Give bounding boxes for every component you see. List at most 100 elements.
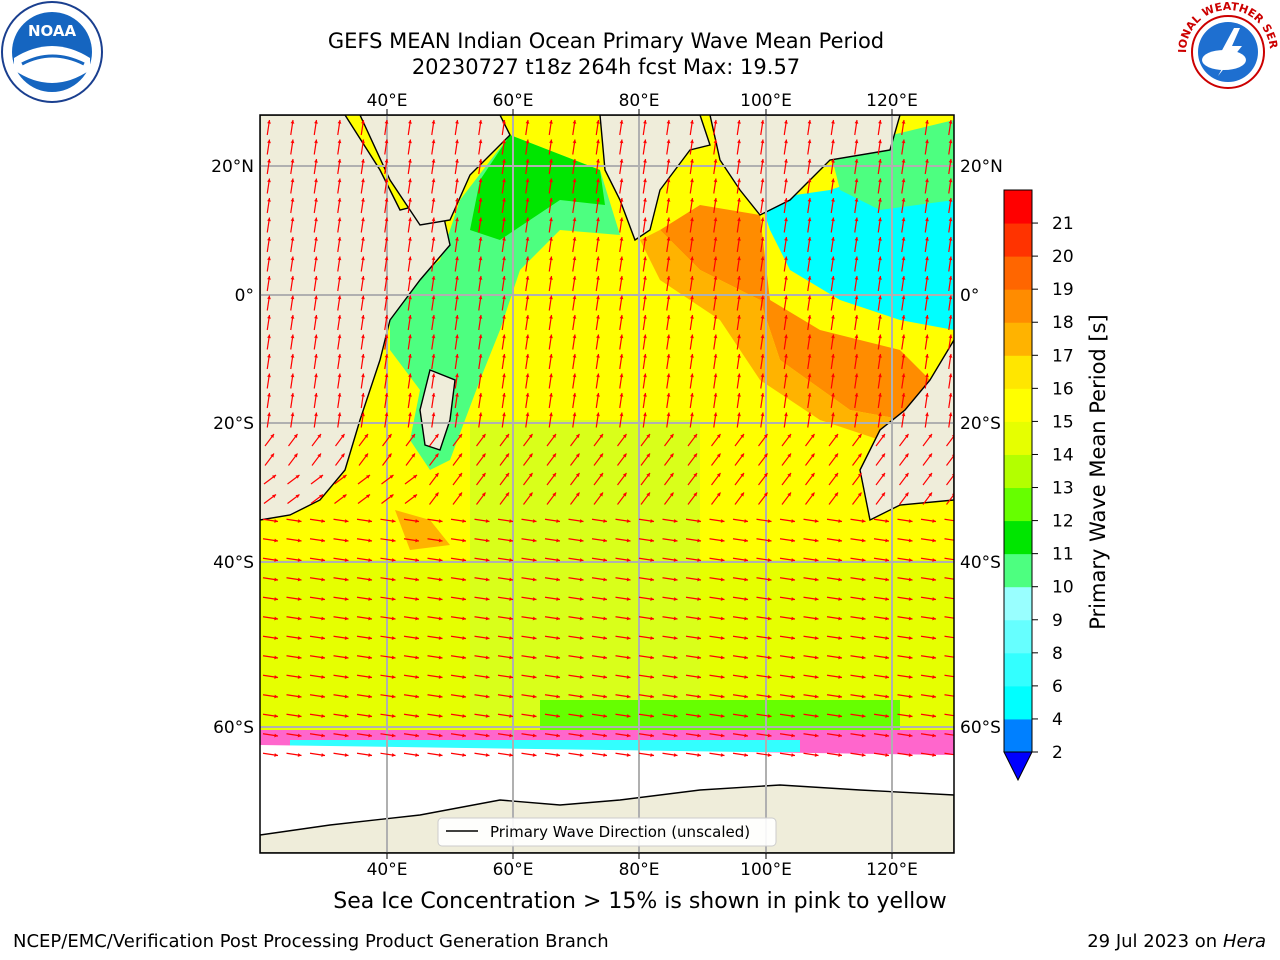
wave-arrow-head (478, 217, 483, 222)
wave-arrow-head (760, 139, 765, 144)
wave-arrow-head (956, 597, 960, 601)
wave-arrow-head (509, 616, 513, 621)
wave-arrow-head (549, 354, 553, 358)
wave-arrow-head (744, 733, 748, 738)
wave-arrow-head (462, 519, 466, 523)
wave-arrow-head (861, 519, 866, 523)
wave-arrow-head (854, 295, 859, 300)
wave-arrow-head (505, 434, 509, 438)
wave-arrow-head (925, 120, 929, 124)
wave-arrow-head (908, 714, 913, 718)
wave-arrow (944, 557, 954, 561)
wave-arrow-head (784, 178, 788, 183)
colorbar-tick-label: 14 (1052, 445, 1074, 465)
wave-arrow-head (948, 334, 953, 339)
wave-arrow-head (314, 256, 318, 261)
wave-arrow-head (274, 616, 278, 621)
wave-arrow-head (579, 675, 584, 679)
wave-arrow-head (831, 315, 835, 319)
wave-arrow-head (904, 453, 909, 458)
wave-arrow-head (713, 412, 718, 417)
wave-arrow-head (956, 539, 960, 543)
wave-arrow-head (693, 492, 697, 497)
wave-arrow-head (673, 753, 678, 757)
wave-arrow-head (274, 753, 278, 757)
wave-arrow-head (885, 753, 889, 757)
wave-arrow-head (579, 733, 584, 738)
wave-arrow-head (462, 694, 466, 699)
wave-arrow-head (932, 753, 936, 757)
lon-label: 40°E (367, 91, 408, 111)
wave-arrow-head (831, 217, 835, 222)
wave-arrow-head (948, 412, 953, 417)
wave-arrow-head (579, 519, 584, 523)
wave-arrow-head (744, 519, 748, 523)
wave-arrow-head (650, 519, 654, 523)
wave-arrow-head (643, 178, 647, 183)
wave-arrow-head (791, 714, 795, 718)
wave-arrow-head (391, 538, 396, 543)
wave-arrow-head (344, 753, 349, 757)
wave-arrow-head (673, 733, 678, 738)
wave-arrow-head (556, 733, 560, 738)
footer-date-text: 29 Jul 2023 on (1087, 931, 1223, 952)
wave-arrow-head (364, 434, 368, 438)
wave-arrow-head (290, 412, 295, 417)
wave-arrow-head (713, 393, 718, 397)
wave-arrow-head (579, 714, 584, 718)
wave-arrow-head (462, 636, 466, 640)
wave-arrow-head (838, 733, 842, 738)
wave-arrow-head (337, 295, 342, 300)
wave-arrow-head (337, 334, 342, 339)
wave-arrow-head (321, 519, 325, 523)
wave-arrow-head (314, 373, 318, 378)
wave-arrow-head (556, 616, 560, 621)
wave-arrow-head (368, 538, 372, 543)
sea-ice-caption: Sea Ice Concentration > 15% is shown in … (333, 889, 947, 914)
wave-arrow-head (791, 597, 795, 601)
wave-arrow-head (807, 354, 812, 358)
wave-arrow-head (669, 473, 674, 477)
wave-arrow-head (854, 198, 859, 202)
wave-arrow-head (579, 538, 584, 543)
wave-arrow-head (549, 334, 553, 339)
wave-arrow-head (270, 453, 274, 458)
colorbar-segment (1004, 223, 1032, 257)
wave-arrow (944, 577, 954, 580)
wave-arrow-head (485, 577, 490, 582)
madagascar-land (419, 369, 456, 451)
wave-arrow-head (532, 577, 537, 582)
wave-arrow-head (317, 434, 321, 438)
wave-arrow-head (720, 733, 725, 738)
wave-arrow-head (438, 675, 443, 679)
wave-arrow-head (579, 577, 584, 582)
wave-arrow-head (455, 315, 459, 319)
wave-arrow-head (438, 655, 443, 660)
wave-arrow-head (549, 217, 553, 222)
wave-arrow-head (556, 577, 560, 582)
wave-arrow-head (861, 694, 866, 699)
wave-arrow-head (838, 558, 842, 562)
wave-arrow-head (572, 373, 577, 378)
wave-arrow-head (956, 734, 960, 738)
wave-arrow-head (525, 393, 530, 397)
wave-arrow-head (713, 217, 718, 222)
wave-arrow-head (744, 675, 748, 679)
wave-arrow-head (572, 237, 577, 241)
wave-arrow-head (502, 198, 506, 202)
wave-arrow-head (619, 198, 624, 202)
wave-arrow-head (932, 558, 936, 562)
wave-arrow-head (643, 276, 647, 280)
wave-arrow-head (368, 616, 372, 621)
wave-arrow-head (901, 217, 906, 222)
wave-arrow-head (314, 295, 318, 300)
wave-arrow-head (603, 675, 607, 679)
wave-arrow-head (431, 354, 436, 358)
wave-arrow-head (290, 120, 295, 124)
wave-arrow-head (462, 538, 466, 543)
wave-arrow-head (603, 538, 607, 543)
wave-arrow-head (831, 334, 835, 339)
wave-arrow-head (384, 412, 389, 417)
wave-arrow-head (956, 714, 960, 718)
wave-arrow-head (478, 315, 483, 319)
